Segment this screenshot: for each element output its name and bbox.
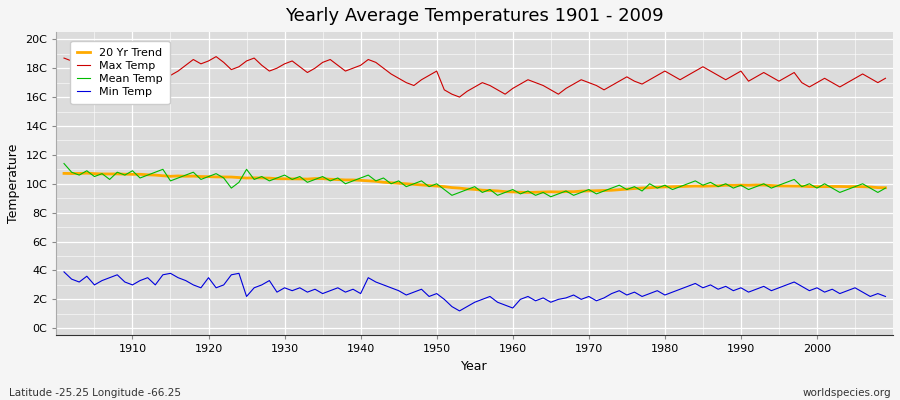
20 Yr Trend xyxy=(508,190,518,194)
Mean Temp xyxy=(332,176,343,180)
Mean Temp xyxy=(120,173,130,178)
Mean Temp xyxy=(500,190,510,195)
Y-axis label: Temperature: Temperature xyxy=(7,144,20,224)
Mean Temp xyxy=(508,187,518,192)
20 Yr Trend xyxy=(523,190,534,195)
Line: 20 Yr Trend: 20 Yr Trend xyxy=(64,173,886,192)
Max Temp xyxy=(454,95,465,100)
20 Yr Trend xyxy=(515,190,526,195)
Line: Mean Temp: Mean Temp xyxy=(64,164,886,197)
20 Yr Trend xyxy=(127,172,138,177)
Max Temp xyxy=(614,79,625,84)
X-axis label: Year: Year xyxy=(462,360,488,373)
20 Yr Trend xyxy=(340,178,351,182)
Min Temp xyxy=(58,270,69,274)
Max Temp xyxy=(340,69,351,74)
Min Temp xyxy=(508,306,518,310)
20 Yr Trend xyxy=(880,185,891,190)
Mean Temp xyxy=(880,186,891,190)
Max Temp xyxy=(523,77,534,82)
Min Temp xyxy=(607,291,617,296)
20 Yr Trend xyxy=(58,171,69,176)
Mean Temp xyxy=(545,194,556,199)
Min Temp xyxy=(120,280,130,284)
Mean Temp xyxy=(607,186,617,190)
Mean Temp xyxy=(287,177,298,182)
Max Temp xyxy=(294,64,305,69)
20 Yr Trend xyxy=(614,187,625,192)
Text: worldspecies.org: worldspecies.org xyxy=(803,388,891,398)
Min Temp xyxy=(515,297,526,302)
20 Yr Trend xyxy=(81,171,92,176)
Max Temp xyxy=(127,54,138,59)
20 Yr Trend xyxy=(294,176,305,181)
Title: Yearly Average Temperatures 1901 - 2009: Yearly Average Temperatures 1901 - 2009 xyxy=(285,7,664,25)
Max Temp xyxy=(880,76,891,81)
Mean Temp xyxy=(58,161,69,166)
Legend: 20 Yr Trend, Max Temp, Mean Temp, Min Temp: 20 Yr Trend, Max Temp, Mean Temp, Min Te… xyxy=(70,41,169,104)
Line: Min Temp: Min Temp xyxy=(64,272,886,311)
Max Temp xyxy=(81,50,92,55)
Min Temp xyxy=(454,308,465,313)
Min Temp xyxy=(332,285,343,290)
Text: Latitude -25.25 Longitude -66.25: Latitude -25.25 Longitude -66.25 xyxy=(9,388,181,398)
Max Temp xyxy=(515,82,526,86)
Min Temp xyxy=(287,288,298,293)
Line: Max Temp: Max Temp xyxy=(64,52,886,97)
Min Temp xyxy=(880,294,891,299)
Max Temp xyxy=(58,56,69,60)
